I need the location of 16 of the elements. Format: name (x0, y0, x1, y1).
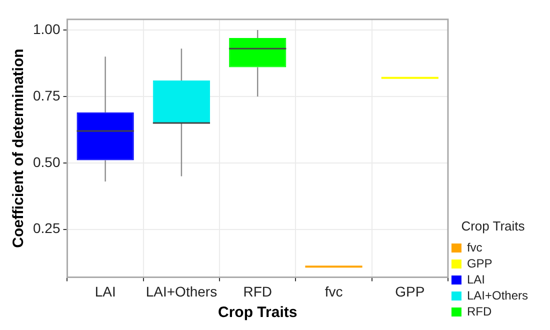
legend-label: GPP (466, 256, 492, 270)
y-axis-title: Coefficient of determination (10, 48, 28, 248)
x-tick-label: fvc (324, 283, 343, 300)
y-tick-label: 0.50 (33, 154, 60, 170)
legend-label: LAI (466, 272, 485, 286)
x-tick-label: LAI+Others (146, 283, 218, 300)
legend-label: RFD (466, 304, 492, 318)
y-tick-label: 0.75 (33, 87, 60, 104)
x-tick-label: GPP (395, 283, 425, 300)
legend-label: fvc (466, 240, 482, 254)
x-axis-title: Crop Traits (218, 304, 298, 322)
legend-title: Crop Traits (461, 218, 526, 234)
y-tick-label: 1.00 (33, 20, 60, 37)
x-tick-label: LAI (94, 283, 116, 300)
y-tick-label: 0.25 (33, 220, 60, 236)
x-tick-label: RFD (243, 283, 272, 300)
